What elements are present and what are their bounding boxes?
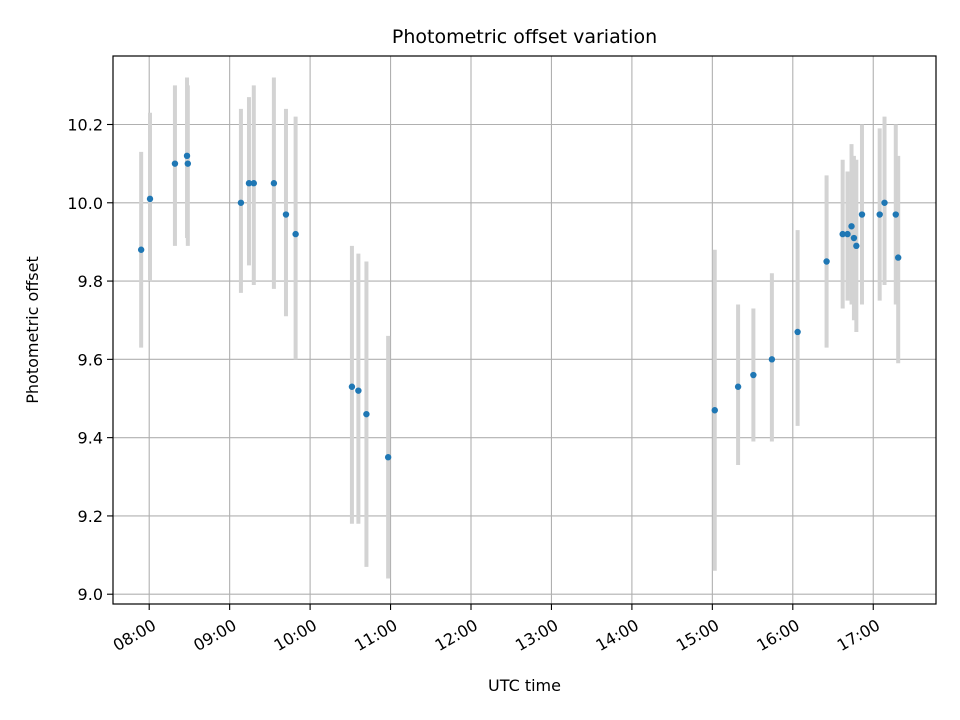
data-point [146,195,154,203]
data-point [844,230,851,238]
data-point [850,234,858,242]
y-axis: 9.0 9.2 9.4 9.6 9.8 10.0 10.2 [67,116,113,604]
data-point [839,230,846,238]
data-point [858,211,866,218]
data-point [355,387,362,394]
data-point [734,383,742,390]
data-point [171,160,179,167]
plot-frame [112,55,937,605]
y-tick-label: 9.8 [78,272,103,291]
data-point [853,242,860,250]
data-point [384,454,392,461]
y-tick-label: 10.2 [67,116,103,135]
data-point [363,410,370,418]
data-point [876,211,883,218]
data-point [768,356,776,363]
data-point [292,230,299,238]
y-tick-label: 9.2 [78,507,103,526]
data-point [794,328,801,336]
data-point [282,211,290,218]
data-point [711,407,718,414]
data-point [348,383,356,390]
y-axis-title: Photometric offset [23,256,42,404]
plot-area [113,56,936,604]
data-point [881,199,888,206]
data-points [137,152,902,461]
data-point [237,199,245,206]
y-tick-label: 10.0 [67,194,103,213]
data-point [848,223,855,230]
data-point [750,371,757,379]
data-point [823,258,830,265]
chart-title: Photometric offset variation [392,26,657,48]
data-point [137,246,145,253]
data-point [183,152,191,160]
data-point [184,160,192,167]
data-point [270,180,278,187]
data-point [250,180,257,187]
y-tick-label: 9.4 [78,429,103,448]
y-tick-label: 9.0 [78,585,103,604]
data-point [245,180,253,187]
x-axis-title: UTC time [488,676,561,695]
data-point [894,254,902,261]
data-point [892,211,899,218]
y-tick-label: 9.6 [78,350,103,369]
